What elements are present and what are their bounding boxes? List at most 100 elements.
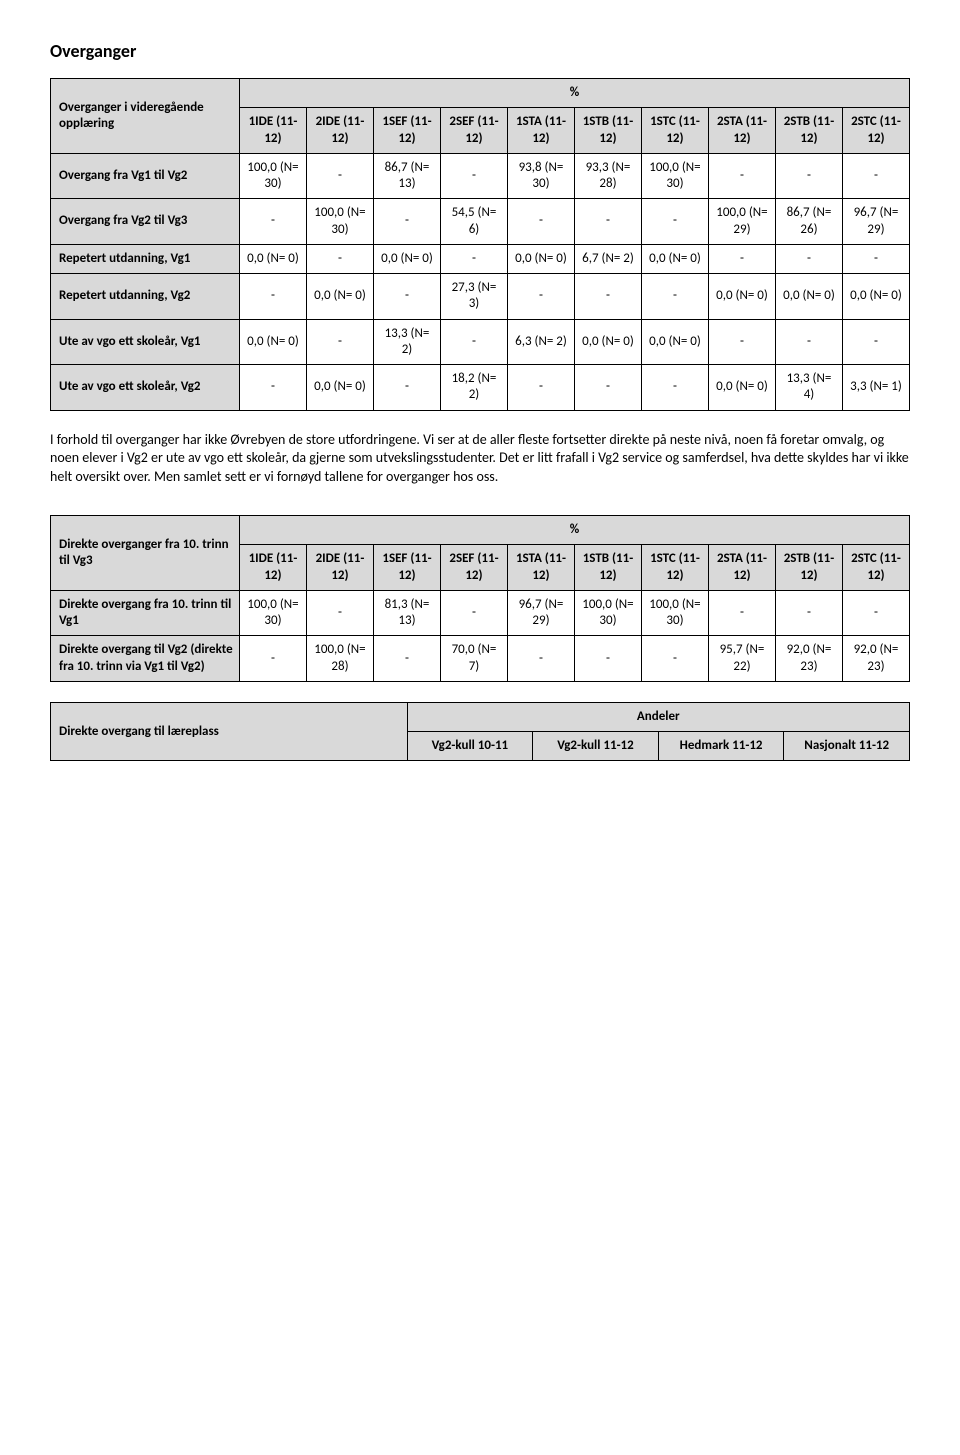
table3-col-3: Nasjonalt 11-12 (784, 732, 910, 761)
table1-row-1-cell-2: - (373, 199, 440, 245)
table3-col-0: Vg2-kull 10-11 (407, 732, 533, 761)
table1-row-2-cell-9: - (842, 244, 909, 273)
table1-col-9: 2STC (11-12) (842, 108, 909, 154)
table2-row-0-label: Direkte overgang fra 10. trinn til Vg1 (51, 590, 240, 636)
table1-col-3: 2SEF (11-12) (440, 108, 507, 154)
table1-row-4-cell-0: 0,0 (N= 0) (239, 319, 306, 365)
table1-row-5-label: Ute av vgo ett skoleår, Vg2 (51, 365, 240, 411)
table1-col-8: 2STB (11-12) (775, 108, 842, 154)
table1-row-3-cell-1: 0,0 (N= 0) (306, 274, 373, 320)
table1-row-2-cell-7: - (708, 244, 775, 273)
table2-row-1-cell-2: - (373, 636, 440, 682)
table1-row-0-cell-0: 100,0 (N= 30) (239, 153, 306, 199)
table1-row-0-cell-6: 100,0 (N= 30) (641, 153, 708, 199)
table2-row-1-cell-1: 100,0 (N= 28) (306, 636, 373, 682)
table2-row-1-cell-9: 92,0 (N= 23) (842, 636, 909, 682)
table2-col-1: 2IDE (11-12) (306, 545, 373, 591)
table1-row-5-cell-7: 0,0 (N= 0) (708, 365, 775, 411)
table1-row-5-cell-1: 0,0 (N= 0) (306, 365, 373, 411)
table2-col-4: 1STA (11-12) (507, 545, 574, 591)
table1-col-5: 1STB (11-12) (574, 108, 641, 154)
table1-row-3-cell-7: 0,0 (N= 0) (708, 274, 775, 320)
table1-row-2-cell-3: - (440, 244, 507, 273)
table1-row-0-cell-8: - (775, 153, 842, 199)
table1-row-2-cell-5: 6,7 (N= 2) (574, 244, 641, 273)
table2-pct-header: % (239, 516, 909, 545)
table1-row-2-cell-1: - (306, 244, 373, 273)
table2-row-0-cell-2: 81,3 (N= 13) (373, 590, 440, 636)
table1-row-1-label: Overgang fra Vg2 til Vg3 (51, 199, 240, 245)
table1-row-3-cell-6: - (641, 274, 708, 320)
table3-andeler: Andeler (407, 702, 909, 731)
table1-row-3-cell-0: - (239, 274, 306, 320)
table2-col-0: 1IDE (11-12) (239, 545, 306, 591)
table1-row-1-cell-0: - (239, 199, 306, 245)
table2-col-7: 2STA (11-12) (708, 545, 775, 591)
table2-col-9: 2STC (11-12) (842, 545, 909, 591)
table1-row-4-cell-9: - (842, 319, 909, 365)
table2-row-1-cell-0: - (239, 636, 306, 682)
table1-row-0-cell-9: - (842, 153, 909, 199)
table1-pct-header: % (239, 79, 909, 108)
table2-row-1-cell-8: 92,0 (N= 23) (775, 636, 842, 682)
table1-row-3-cell-2: - (373, 274, 440, 320)
table1-row-1-cell-4: - (507, 199, 574, 245)
table1-row-3-label: Repetert utdanning, Vg2 (51, 274, 240, 320)
table1-col-0: 1IDE (11-12) (239, 108, 306, 154)
table1-row-0-cell-7: - (708, 153, 775, 199)
table1-row-5-cell-8: 13,3 (N= 4) (775, 365, 842, 411)
table1-row-4-cell-7: - (708, 319, 775, 365)
table1-row-2-label: Repetert utdanning, Vg1 (51, 244, 240, 273)
table1-row-5-cell-3: 18,2 (N= 2) (440, 365, 507, 411)
table3-col-2: Hedmark 11-12 (658, 732, 784, 761)
table-direkte-overganger: Direkte overganger fra 10. trinn til Vg3… (50, 515, 910, 682)
table1-col-6: 1STC (11-12) (641, 108, 708, 154)
table2-col-8: 2STB (11-12) (775, 545, 842, 591)
table1-row-0-cell-3: - (440, 153, 507, 199)
table2-row-0-cell-3: - (440, 590, 507, 636)
table1-row-4-cell-3: - (440, 319, 507, 365)
table1-row-4-cell-5: 0,0 (N= 0) (574, 319, 641, 365)
table1-row-4-cell-8: - (775, 319, 842, 365)
table2-col-3: 2SEF (11-12) (440, 545, 507, 591)
table1-corner: Overganger i videregående opplæring (51, 79, 240, 154)
table2-row-0-cell-8: - (775, 590, 842, 636)
table1-row-2-cell-0: 0,0 (N= 0) (239, 244, 306, 273)
table2-col-2: 1SEF (11-12) (373, 545, 440, 591)
table1-row-4-cell-1: - (306, 319, 373, 365)
table1-row-0-cell-4: 93,8 (N= 30) (507, 153, 574, 199)
table1-row-1-cell-7: 100,0 (N= 29) (708, 199, 775, 245)
table1-row-0-cell-2: 86,7 (N= 13) (373, 153, 440, 199)
table1-row-4-cell-6: 0,0 (N= 0) (641, 319, 708, 365)
table1-col-4: 1STA (11-12) (507, 108, 574, 154)
table1-row-5-cell-4: - (507, 365, 574, 411)
table1-row-1-cell-5: - (574, 199, 641, 245)
table3-corner: Direkte overgang til læreplass (51, 702, 408, 761)
table1-row-5-cell-6: - (641, 365, 708, 411)
table2-row-0-cell-9: - (842, 590, 909, 636)
table1-col-7: 2STA (11-12) (708, 108, 775, 154)
table1-row-5-cell-9: 3,3 (N= 1) (842, 365, 909, 411)
table1-row-3-cell-5: - (574, 274, 641, 320)
table1-row-1-cell-6: - (641, 199, 708, 245)
table1-row-3-cell-8: 0,0 (N= 0) (775, 274, 842, 320)
paragraph-overganger: I forhold til overganger har ikke Øvreby… (50, 431, 910, 488)
table3-col-1: Vg2-kull 11-12 (533, 732, 659, 761)
table1-row-1-cell-9: 96,7 (N= 29) (842, 199, 909, 245)
table1-row-1-cell-3: 54,5 (N= 6) (440, 199, 507, 245)
table1-row-0-label: Overgang fra Vg1 til Vg2 (51, 153, 240, 199)
table1-row-5-cell-5: - (574, 365, 641, 411)
table1-row-4-label: Ute av vgo ett skoleår, Vg1 (51, 319, 240, 365)
table1-row-2-cell-4: 0,0 (N= 0) (507, 244, 574, 273)
table1-row-5-cell-0: - (239, 365, 306, 411)
table-overganger: Overganger i videregående opplæring % 1I… (50, 78, 910, 411)
table1-row-2-cell-8: - (775, 244, 842, 273)
table1-row-5-cell-2: - (373, 365, 440, 411)
table2-corner: Direkte overganger fra 10. trinn til Vg3 (51, 516, 240, 591)
table1-row-1-cell-8: 86,7 (N= 26) (775, 199, 842, 245)
section-title-overganger: Overganger (50, 40, 910, 62)
table2-col-5: 1STB (11-12) (574, 545, 641, 591)
table2-row-0-cell-7: - (708, 590, 775, 636)
table2-col-6: 1STC (11-12) (641, 545, 708, 591)
table2-row-1-cell-5: - (574, 636, 641, 682)
